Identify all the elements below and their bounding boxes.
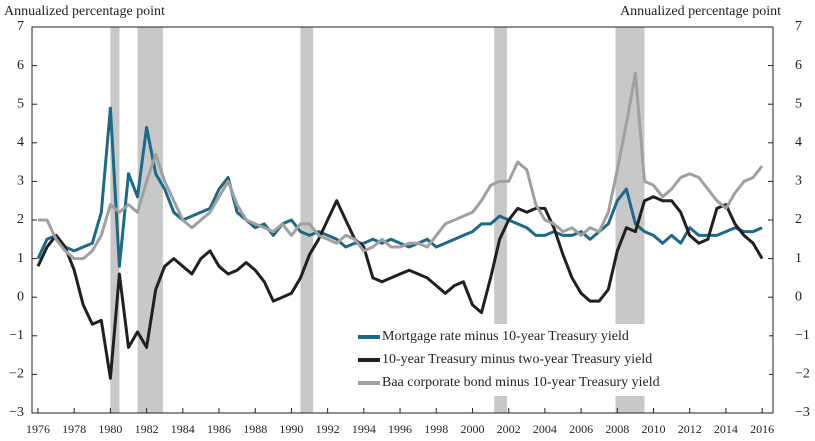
y2-tick-label: −2 [795,367,810,382]
y2-tick-label: −3 [795,405,810,420]
series-line [36,195,764,380]
x-tick-label: 2010 [642,422,666,436]
y-tick-label: 6 [17,58,24,73]
series-line [36,106,763,268]
y-tick-label: −2 [9,367,24,382]
legend-label: Baa corporate bond minus 10-year Treasur… [382,375,660,390]
y2-tick-label: 7 [795,19,802,34]
x-tick-label: 1988 [243,422,267,436]
x-tick-label: 1984 [171,422,195,436]
legend-label: Mortgage rate minus 10-year Treasury yie… [382,329,629,344]
x-tick-label: 1998 [424,422,448,436]
y2-tick-label: −1 [795,328,810,343]
y-tick-label: 3 [17,174,24,189]
x-tick-label: 2014 [714,422,738,436]
legend-box [355,324,769,396]
series-line [38,71,764,261]
y2-tick-label: 1 [795,251,802,266]
y2-tick-label: 3 [795,174,802,189]
y-tick-label: 0 [17,289,24,304]
y-tick-label: 2 [17,212,24,227]
recession-band [137,27,163,413]
x-tick-label: 1990 [279,422,303,436]
y-tick-label: −3 [9,405,24,420]
x-tick-label: 1994 [352,422,376,436]
y2-axis-label: Annualized percentage point [620,4,781,19]
x-tick-label: 1996 [388,422,412,436]
y-tick-label: 7 [17,19,24,34]
x-tick-label: 1986 [207,422,231,436]
y2-tick-label: 6 [795,58,802,73]
y-axis-label: Annualized percentage point [4,4,165,19]
x-tick-label: 2000 [460,422,484,436]
y2-tick-label: 0 [795,289,802,304]
y2-tick-label: 4 [795,135,802,150]
recession-band [110,27,120,413]
x-tick-label: 1978 [62,422,86,436]
x-tick-label: 2016 [750,422,774,436]
x-tick-label: 1992 [316,422,340,436]
x-tick-label: 2012 [678,422,702,436]
x-tick-label: 1980 [98,422,122,436]
y2-tick-label: 5 [795,96,802,111]
legend-label: 10-year Treasury minus two-year Treasury… [382,352,652,367]
recession-band [300,27,314,413]
y-tick-label: 4 [17,135,24,150]
recession-band [494,27,507,413]
y-tick-label: −1 [9,328,24,343]
y2-tick-label: 2 [795,212,802,227]
x-tick-label: 2004 [533,422,557,436]
x-tick-label: 1976 [26,422,50,436]
x-tick-label: 1982 [135,422,159,436]
y-tick-label: 5 [17,96,24,111]
y-tick-label: 1 [17,251,24,266]
x-tick-label: 2008 [605,422,629,436]
x-tick-label: 2006 [569,422,593,436]
x-tick-label: 2002 [497,422,521,436]
